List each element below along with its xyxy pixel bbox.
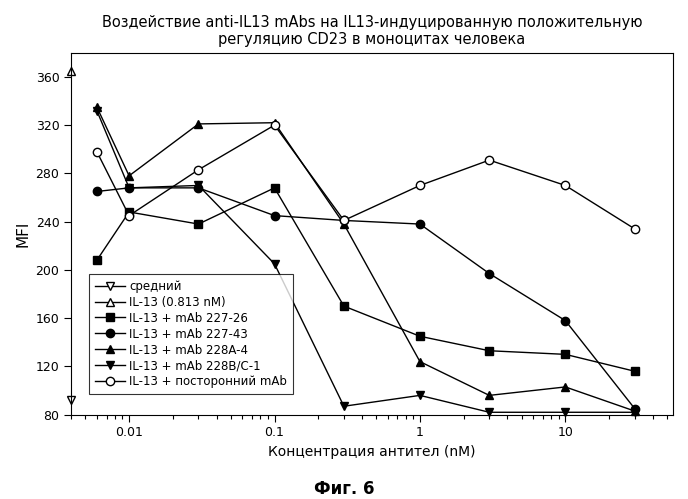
IL-13 + mAb 228A-4 bbox=[561, 384, 570, 390]
IL-13 + mAb 227-43 bbox=[631, 406, 639, 412]
IL-13 + mAb 228A-4 bbox=[340, 221, 348, 227]
Title: Воздействие anti-IL13 mAbs на IL13-индуцированную положительную
регуляцию CD23 в: Воздействие anti-IL13 mAbs на IL13-индуц… bbox=[102, 15, 643, 47]
Y-axis label: MFI: MFI bbox=[15, 221, 30, 247]
IL-13 + mAb 228B/C-1 bbox=[93, 108, 101, 114]
Line: IL-13 + посторонний mAb: IL-13 + посторонний mAb bbox=[93, 121, 639, 233]
IL-13 + посторонний mAb bbox=[561, 183, 570, 189]
IL-13 + mAb 227-43 bbox=[125, 185, 133, 191]
IL-13 + mAb 228A-4 bbox=[125, 173, 133, 179]
IL-13 + mAb 228B/C-1 bbox=[485, 409, 493, 415]
IL-13 + mAb 227-26 bbox=[125, 209, 133, 215]
IL-13 + mAb 228B/C-1 bbox=[561, 409, 570, 415]
IL-13 + mAb 227-26 bbox=[416, 333, 424, 339]
IL-13 + посторонний mAb bbox=[340, 218, 348, 224]
IL-13 + mAb 227-26 bbox=[194, 221, 202, 227]
Text: Фиг. 6: Фиг. 6 bbox=[314, 480, 374, 498]
IL-13 + mAb 228B/C-1 bbox=[270, 261, 279, 267]
IL-13 + mAb 228A-4 bbox=[270, 120, 279, 126]
IL-13 + mAb 228B/C-1 bbox=[194, 183, 202, 189]
IL-13 + mAb 228A-4 bbox=[194, 121, 202, 127]
Line: IL-13 + mAb 227-43: IL-13 + mAb 227-43 bbox=[93, 184, 639, 413]
IL-13 + mAb 227-43 bbox=[561, 317, 570, 323]
IL-13 + mAb 228B/C-1 bbox=[125, 185, 133, 191]
Line: IL-13 + mAb 227-26: IL-13 + mAb 227-26 bbox=[93, 184, 639, 375]
IL-13 + mAb 228A-4 bbox=[485, 392, 493, 398]
IL-13 + посторонний mAb bbox=[194, 167, 202, 173]
IL-13 + mAb 227-26 bbox=[93, 257, 101, 263]
IL-13 + mAb 227-43 bbox=[194, 185, 202, 191]
IL-13 + посторонний mAb bbox=[631, 226, 639, 232]
IL-13 + посторонний mAb bbox=[93, 149, 101, 155]
IL-13 + mAb 228A-4 bbox=[93, 104, 101, 110]
IL-13 + mAb 227-43 bbox=[93, 189, 101, 195]
IL-13 + mAb 228A-4 bbox=[416, 359, 424, 365]
IL-13 + посторонний mAb bbox=[270, 122, 279, 128]
X-axis label: Концентрация антител (nM): Концентрация антител (nM) bbox=[268, 445, 476, 459]
IL-13 + mAb 227-43 bbox=[340, 218, 348, 224]
IL-13 + mAb 227-43 bbox=[270, 213, 279, 219]
IL-13 + mAb 228A-4 bbox=[631, 408, 639, 414]
IL-13 + mAb 227-26 bbox=[631, 368, 639, 374]
IL-13 + mAb 227-26 bbox=[270, 185, 279, 191]
IL-13 + mAb 227-26 bbox=[561, 351, 570, 357]
IL-13 + mAb 228B/C-1 bbox=[416, 392, 424, 398]
IL-13 + mAb 227-43 bbox=[416, 221, 424, 227]
IL-13 + посторонний mAb bbox=[125, 213, 133, 219]
IL-13 + посторонний mAb bbox=[485, 157, 493, 163]
Legend: средний, IL-13 (0.813 nM), IL-13 + mAb 227-26, IL-13 + mAb 227-43, IL-13 + mAb 2: средний, IL-13 (0.813 nM), IL-13 + mAb 2… bbox=[89, 274, 293, 394]
IL-13 + mAb 228B/C-1 bbox=[631, 409, 639, 415]
IL-13 + посторонний mAb bbox=[416, 183, 424, 189]
IL-13 + mAb 227-43 bbox=[485, 270, 493, 276]
IL-13 + mAb 227-26 bbox=[340, 303, 348, 309]
Line: IL-13 + mAb 228A-4: IL-13 + mAb 228A-4 bbox=[93, 103, 639, 415]
IL-13 + mAb 228B/C-1 bbox=[340, 403, 348, 409]
IL-13 + mAb 227-26 bbox=[485, 348, 493, 354]
Line: IL-13 + mAb 228B/C-1: IL-13 + mAb 228B/C-1 bbox=[93, 106, 639, 417]
